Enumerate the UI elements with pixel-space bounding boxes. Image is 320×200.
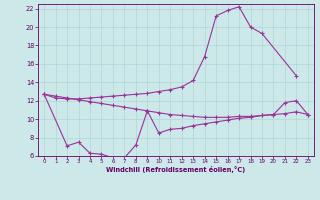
X-axis label: Windchill (Refroidissement éolien,°C): Windchill (Refroidissement éolien,°C) xyxy=(106,166,246,173)
